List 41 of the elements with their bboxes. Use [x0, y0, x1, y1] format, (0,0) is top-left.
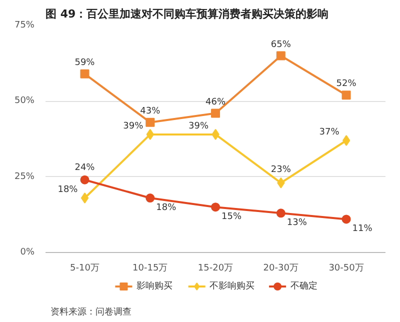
point [146, 118, 155, 127]
x-tick-label: 5-10万 [70, 264, 100, 274]
x-tick-label: 20-30万 [263, 264, 298, 274]
data-label: 23% [270, 164, 292, 175]
data-label: 13% [286, 218, 308, 228]
point [276, 51, 286, 60]
data-label: 15% [222, 212, 242, 222]
point [80, 69, 90, 78]
x-tick-label: 10-15万 [132, 264, 168, 274]
data-label: 65% [270, 40, 292, 50]
legend-label: 不确定 [290, 280, 318, 292]
data-label: 39% [123, 121, 144, 132]
point [342, 90, 351, 100]
chart-title: 图 49：百公里加速对不同购车预算消费者购买决策的影响 [46, 8, 329, 20]
point [276, 208, 286, 218]
legend-label: 影响购买 [136, 280, 172, 292]
data-label: 46% [206, 97, 226, 108]
y-tick-label: 25% [14, 172, 35, 182]
point [80, 192, 89, 204]
point [80, 175, 90, 184]
y-tick-label: 75% [14, 20, 35, 30]
point [342, 214, 351, 224]
data-label: 43% [140, 106, 161, 116]
x-tick-label: 30-50万 [328, 264, 364, 274]
data-label: 18% [58, 185, 78, 196]
text: 资料来源：问卷调查 [50, 306, 132, 318]
point [211, 108, 220, 118]
y-tick-label: 0% [20, 248, 35, 258]
data-label: 24% [74, 162, 96, 173]
data-label: 18% [156, 203, 177, 214]
data-label: 11% [352, 224, 373, 234]
point [146, 194, 155, 203]
legend-label: 不影响购买 [210, 280, 255, 292]
data-label: 59% [74, 58, 96, 68]
point [342, 135, 350, 146]
y-tick-label: 50% [14, 96, 35, 106]
data-label: 39% [188, 121, 209, 132]
x-tick-label: 15-20万 [198, 264, 234, 274]
data-label: 52% [336, 79, 357, 90]
data-label: 37% [319, 128, 340, 138]
point [211, 202, 220, 212]
